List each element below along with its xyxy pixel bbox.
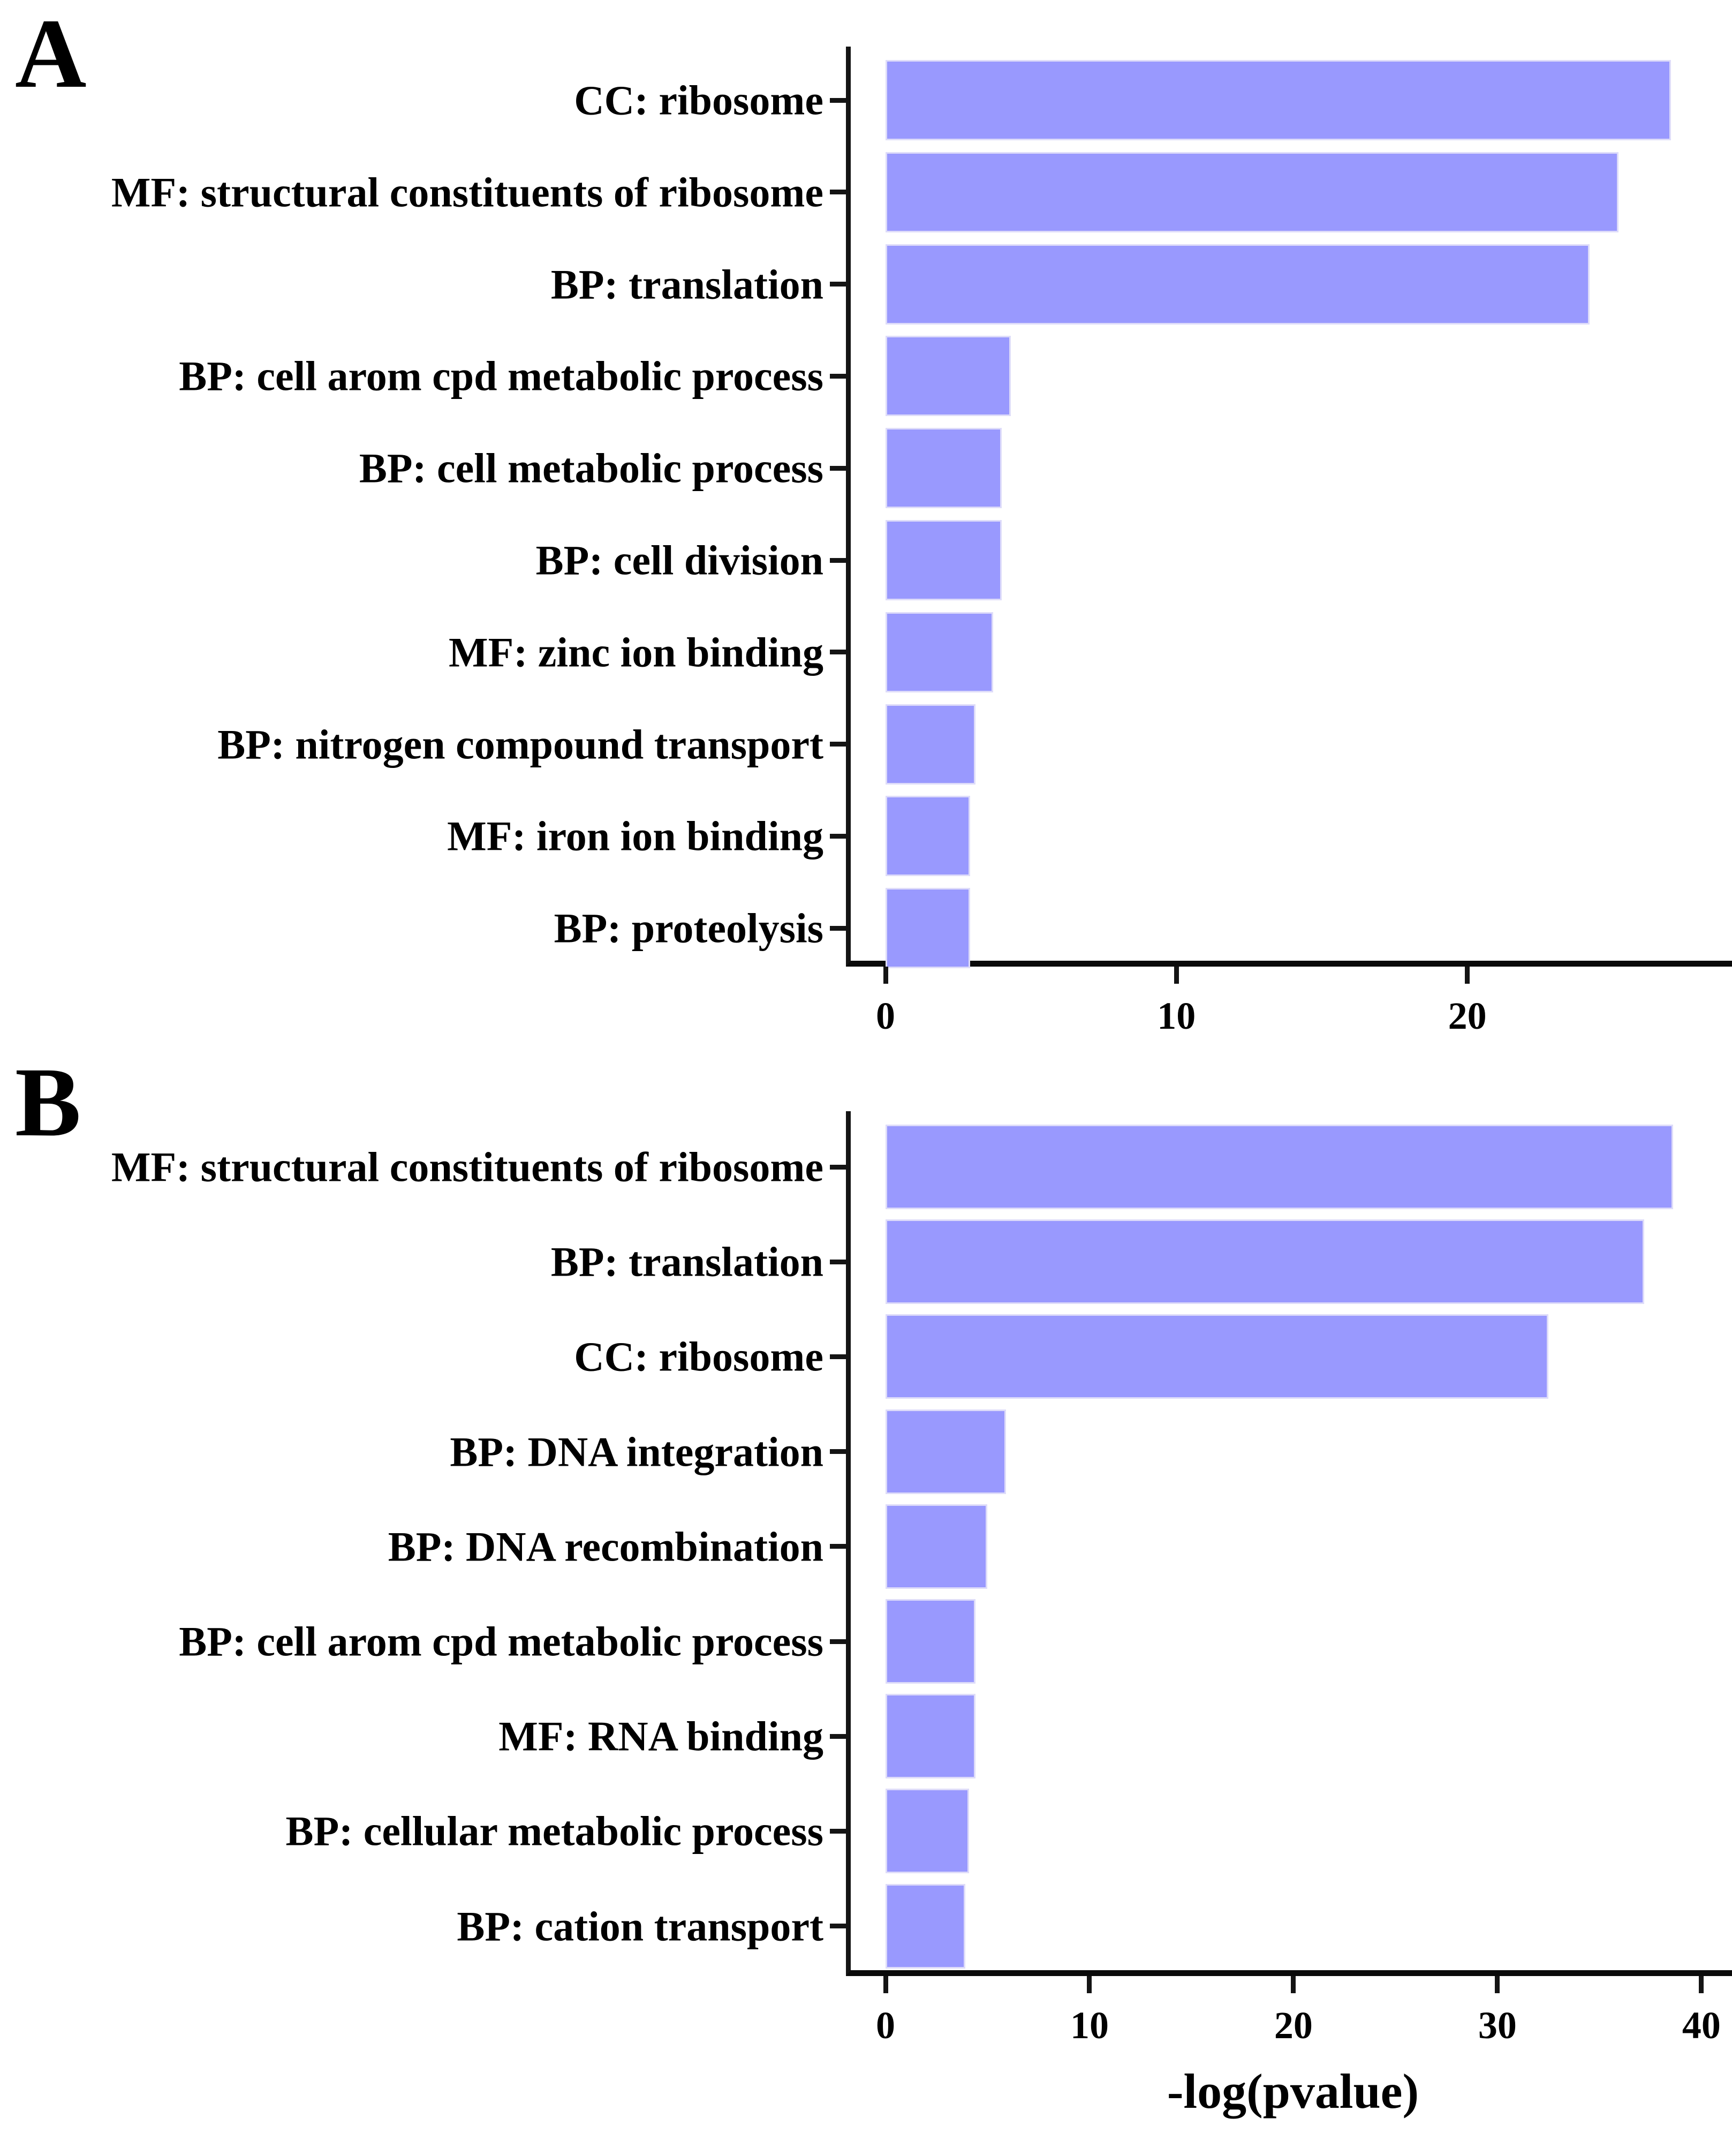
category-label: BP: cation transport [457,1902,823,1949]
x-axis-label: -log(pvalue) [1167,2064,1419,2119]
category-label: BP: DNA recombination [388,1523,823,1570]
y-axis-tick [830,190,846,195]
category-label: MF: iron ion binding [447,812,823,860]
bar [886,60,1671,140]
bar [886,1219,1645,1305]
y-axis-tick [830,833,846,839]
category-label: MF: structural constituents of ribosome [111,169,823,216]
y-axis-tick [830,282,846,287]
y-axis-tick [830,1924,846,1929]
y-axis-tick [830,1164,846,1170]
bar [886,1504,988,1589]
panel-b-category-labels: MF: structural constituents of ribosome B… [0,1111,823,1976]
bar [886,1883,965,1969]
bar [886,1599,975,1684]
x-axis-tick [1699,1976,1704,1993]
x-tick-label: 0 [876,994,895,1037]
bar [886,704,976,785]
y-axis-tick [830,650,846,655]
x-tick-label: 20 [1448,994,1487,1037]
bar [886,336,1011,417]
x-axis-tick [1495,1976,1500,1993]
category-label: BP: translation [550,260,823,307]
panel-a-letter: A [15,0,87,109]
category-label: BP: cellular metabolic process [285,1807,823,1855]
y-axis-tick [830,1259,846,1264]
bar [886,796,970,877]
y-axis-tick [830,1449,846,1454]
y-axis-tick [830,925,846,931]
y-axis-tick [830,1544,846,1549]
x-axis-tick [883,1976,888,1993]
x-axis-tick [1174,967,1179,984]
x-tick-label: 10 [1157,994,1196,1037]
x-tick-label: 30 [1478,2004,1517,2047]
category-label: BP: proteolysis [554,904,823,952]
bar [886,1789,970,1874]
bar [886,244,1590,325]
y-axis-tick [830,465,846,471]
panel-b-plot-area: 0 10 20 30 40 [830,1111,1732,2047]
x-axis-tick [1087,1976,1092,1993]
bar [886,612,994,692]
panel-a-plot-area: 0 10 20 [830,47,1732,1037]
y-axis-tick [830,1828,846,1834]
category-label: BP: cell division [535,537,823,584]
category-label: BP: cell arom cpd metabolic process [179,352,823,399]
bar [886,520,1002,600]
x-tick-label: 0 [876,2004,895,2047]
x-axis-tick [1465,967,1470,984]
category-label: BP: cell metabolic process [359,444,823,492]
y-axis-tick [830,557,846,563]
y-axis-tick [830,373,846,379]
x-tick-label: 10 [1070,2004,1109,2047]
y-axis-tick [830,1639,846,1644]
category-label: MF: RNA binding [498,1713,823,1760]
bar [886,152,1619,232]
panel-a-category-labels: CC: ribosome MF: structural constituents … [0,47,823,967]
y-axis-tick [830,1733,846,1739]
x-tick-label: 20 [1274,2004,1313,2047]
category-label: BP: DNA integration [450,1428,823,1475]
category-label: BP: cell arom cpd metabolic process [179,1618,823,1665]
y-axis-tick [830,742,846,747]
category-label: MF: structural constituents of ribosome [111,1143,823,1190]
y-axis-tick [830,97,846,103]
x-axis-tick [883,967,888,984]
bar [886,1409,1006,1494]
bar [886,1694,975,1779]
category-label: BP: nitrogen compound transport [217,720,823,767]
y-axis-tick [830,1354,846,1359]
x-tick-label: 40 [1682,2004,1721,2047]
panel-b-letter: B [15,1047,81,1157]
bar [886,1125,1673,1209]
category-label: CC: ribosome [574,1333,823,1380]
bar [886,428,1002,509]
category-label: BP: translation [550,1238,823,1285]
category-label: MF: zinc ion binding [449,629,823,676]
bar [886,1314,1549,1399]
bar [886,888,970,969]
x-axis-tick [1291,1976,1296,1993]
category-label: CC: ribosome [574,77,823,124]
